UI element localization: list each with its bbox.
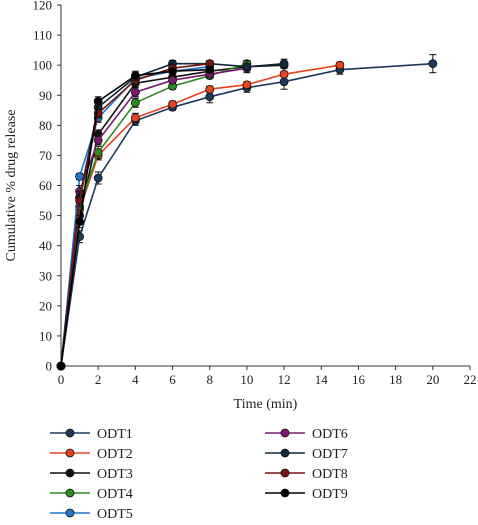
legend-marker <box>280 428 290 438</box>
data-point <box>242 80 252 90</box>
series-line <box>60 67 248 367</box>
legend-marker <box>65 468 75 478</box>
data-point <box>279 69 289 79</box>
y-tick-label: 80 <box>39 118 52 133</box>
x-tick-label: 8 <box>206 372 213 387</box>
legend-item-odt1: ODT1 <box>50 427 133 442</box>
y-axis-title: Cumulative % drug release <box>4 109 19 261</box>
y-tick-label: 20 <box>39 298 52 313</box>
legend-item-odt2: ODT2 <box>50 447 133 462</box>
y-tick-label: 40 <box>39 238 52 253</box>
legend-marker <box>280 448 290 458</box>
data-point <box>335 60 345 70</box>
data-point <box>75 172 84 181</box>
x-tick-label: 10 <box>240 372 253 387</box>
x-tick-label: 4 <box>132 372 139 387</box>
y-tick-label: 120 <box>33 0 53 13</box>
legend-marker <box>65 428 75 438</box>
legend-item-odt8: ODT8 <box>265 467 348 482</box>
x-tick-label: 2 <box>95 372 102 387</box>
y-tick-label: 100 <box>33 58 53 73</box>
x-axis-ticks: 0 2 4 6 8 10 12 14 16 18 20 22 <box>58 366 477 387</box>
series-line <box>60 64 341 367</box>
legend-label: ODT4 <box>97 487 133 502</box>
legend-item-odt4: ODT4 <box>50 487 133 502</box>
y-tick-label: 0 <box>46 359 53 374</box>
y-tick-label: 30 <box>39 268 52 283</box>
legend-label: ODT7 <box>312 447 348 462</box>
x-tick-label: 12 <box>278 372 291 387</box>
legend-marker <box>280 468 290 478</box>
legend-label: ODT5 <box>97 507 133 522</box>
legend-item-odt7: ODT7 <box>265 447 348 462</box>
y-tick-label: 90 <box>39 88 52 103</box>
legend-item-odt3: ODT3 <box>50 467 133 482</box>
x-tick-label: 6 <box>169 372 176 387</box>
x-tick-label: 20 <box>426 372 439 387</box>
legend-label: ODT2 <box>97 447 133 462</box>
legend-label: ODT3 <box>97 467 133 482</box>
data-point <box>279 59 289 69</box>
y-tick-label: 50 <box>39 208 52 223</box>
series-line <box>60 68 210 367</box>
x-tick-label: 22 <box>464 372 477 387</box>
data-point <box>279 77 289 87</box>
x-tick-label: 16 <box>352 372 366 387</box>
data-point <box>130 71 140 81</box>
x-tick-label: 0 <box>58 372 65 387</box>
x-tick-label: 14 <box>315 372 329 387</box>
y-axis-ticks: 0 10 20 30 40 50 60 70 80 90 100 110 120 <box>33 0 61 374</box>
series-line <box>60 62 248 367</box>
legend-label: ODT8 <box>312 467 348 482</box>
data-point <box>168 75 177 85</box>
data-point <box>93 96 103 106</box>
legend-marker <box>65 508 75 518</box>
data-point <box>168 99 177 109</box>
series-odt9 <box>56 65 215 371</box>
x-tick-label: 18 <box>389 372 402 387</box>
legend-marker <box>65 488 75 498</box>
data-point <box>242 62 252 72</box>
chart-legend: ODT1 ODT2 ODT3 ODT4 ODT5 ODT6 ODT7 ODT8 ODT9 <box>50 427 348 522</box>
y-tick-label: 70 <box>39 148 52 163</box>
x-axis-title: Time (min) <box>234 397 298 412</box>
data-point <box>75 217 84 227</box>
legend-item-odt9: ODT9 <box>265 487 348 502</box>
legend-item-odt6: ODT6 <box>265 427 348 442</box>
data-point <box>205 65 215 75</box>
data-point <box>130 113 140 123</box>
y-tick-label: 110 <box>33 28 52 43</box>
y-tick-label: 60 <box>39 178 52 193</box>
data-point <box>130 98 140 108</box>
legend-label: ODT6 <box>312 427 348 442</box>
data-point <box>93 135 103 145</box>
legend-marker <box>65 448 75 458</box>
data-point <box>205 92 215 102</box>
data-point <box>93 173 103 183</box>
legend-item-odt5: ODT5 <box>50 507 133 522</box>
data-point <box>428 59 438 69</box>
legend-label: ODT9 <box>312 487 348 502</box>
legend-marker <box>280 488 290 498</box>
series-line <box>60 62 433 367</box>
data-point <box>56 361 66 371</box>
legend-label: ODT1 <box>97 427 133 442</box>
chart-axes <box>60 5 470 367</box>
data-point <box>130 87 140 97</box>
y-tick-label: 10 <box>39 328 52 343</box>
data-point <box>168 66 177 76</box>
chart-series <box>56 54 438 371</box>
data-point <box>205 84 215 94</box>
